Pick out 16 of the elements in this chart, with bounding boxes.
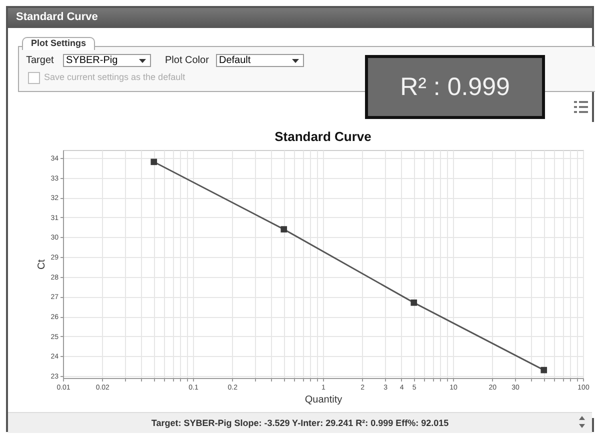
x-axis-title: Quantity bbox=[304, 394, 342, 406]
text: Target: SYBER-Pig Slope: -3.529 Y-Inter: 29.241 R²: 0.999 Eff%: 92.015 bbox=[150, 418, 450, 428]
text: SYBER-Pig bbox=[63, 54, 151, 67]
text: Plot Color bbox=[165, 55, 209, 66]
text: Target bbox=[26, 55, 54, 66]
text: Plot Settings bbox=[22, 37, 96, 50]
point bbox=[150, 158, 158, 166]
point bbox=[280, 226, 288, 232]
text: Save current settings as the default bbox=[44, 72, 186, 82]
point bbox=[540, 366, 548, 374]
text: Default bbox=[216, 54, 304, 67]
text: R² : 0.999 bbox=[365, 55, 545, 119]
chart-title: Standard Curve bbox=[274, 129, 372, 144]
text: Standard Curve bbox=[16, 11, 98, 23]
point bbox=[410, 300, 418, 306]
y-axis-title: Ct bbox=[36, 259, 48, 270]
